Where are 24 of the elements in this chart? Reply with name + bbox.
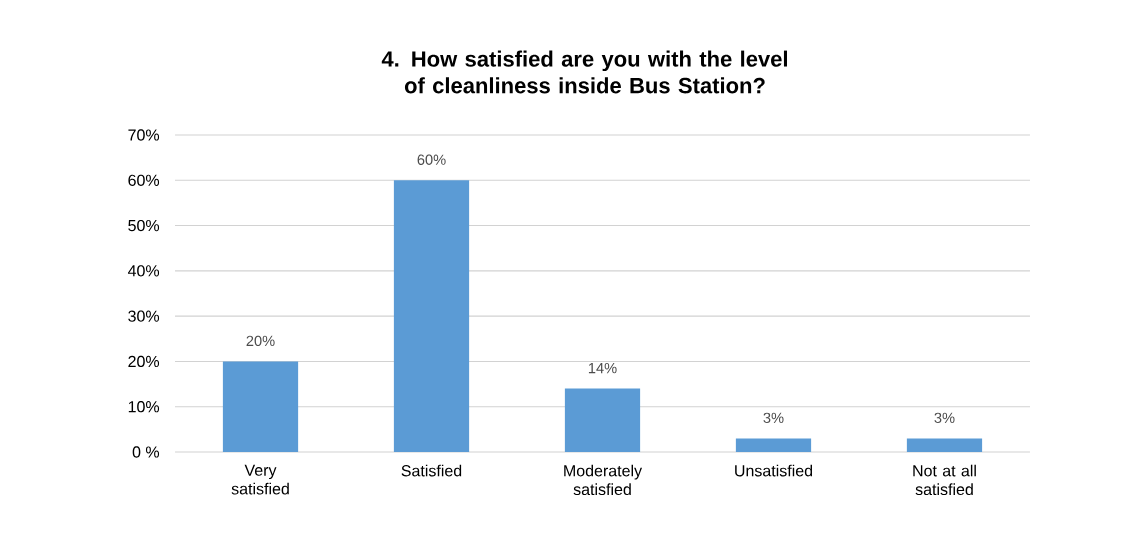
y-tick-label: 50% [128,219,160,232]
y-tick-label: 10% [128,401,160,413]
data-label: 3% [763,412,784,424]
data-label: 3% [934,412,955,424]
y-tick-label: 70% [128,129,160,141]
y-tick-label: 60% [128,174,160,186]
data-label: 60% [417,154,446,165]
bar [735,438,812,452]
y-tick-label: 0 % [132,446,160,458]
x-tick-label: Very satisfied [231,464,289,495]
chart-title: 4. How satisfied are you with the level of cleanliness inside Bus Station? [381,50,787,94]
x-tick-label: Moderately satisfied [564,464,643,496]
bar [564,388,641,452]
x-tick-label: Satisfied [401,464,462,477]
y-tick-label: 40% [127,265,160,277]
bar [393,180,470,452]
x-tick-label: Unsatisfied [735,464,813,477]
data-label: 14% [588,362,617,374]
bar [906,438,983,452]
bar [222,361,299,452]
y-tick-label: 20% [128,355,160,368]
y-tick-label: 30% [128,310,160,322]
x-tick-label: Not at all satisfied [913,464,976,496]
data-label: 20% [246,335,275,347]
